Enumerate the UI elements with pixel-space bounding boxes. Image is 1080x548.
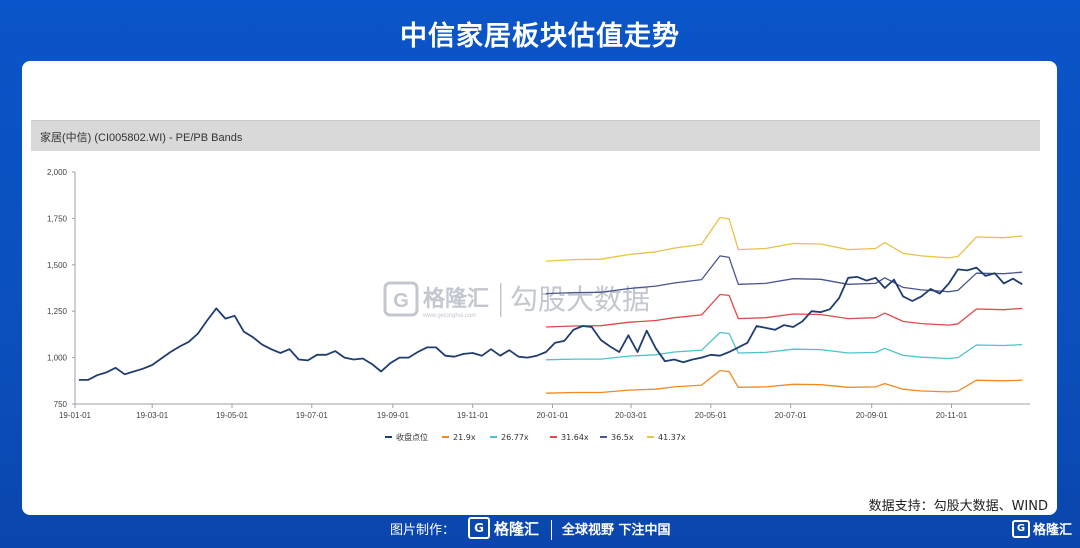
- x-tick-label: 19-11-01: [457, 411, 489, 420]
- y-tick-label: 1,500: [47, 261, 68, 270]
- corner-logo-icon: G: [1011, 519, 1030, 538]
- y-tick-label: 1,000: [47, 354, 68, 363]
- footer-slogan: 全球视野 下注中国: [562, 523, 671, 538]
- x-tick-label: 20-09-01: [856, 411, 889, 420]
- x-tick-label: 19-03-01: [136, 411, 169, 420]
- chart-header: 家居(中信) (CI005802.WI) - PE/PB Bands: [31, 120, 1040, 151]
- series-line-close: [78, 266, 1023, 381]
- watermark-logo-icon: [383, 281, 419, 317]
- x-tick-label: 19-01-01: [59, 411, 92, 420]
- series-line-31-64x: [545, 293, 1023, 328]
- legend-label: 21.9x: [453, 433, 476, 442]
- series-line-41-37x: [545, 216, 1023, 262]
- y-tick-label: 2,000: [47, 168, 68, 177]
- watermark: G 格隆汇 www.gelonghui.com 勾股大数据: [383, 281, 650, 319]
- y-tick-label: 1,750: [47, 214, 68, 223]
- x-tick-label: 19-09-01: [377, 411, 410, 420]
- legend-label: 41.37x: [658, 433, 686, 442]
- footer-divider: [551, 520, 552, 540]
- footer: 图片制作： G 格隆汇 全球视野 下注中国 G 格隆汇: [0, 516, 1080, 548]
- watermark-divider: [500, 283, 502, 317]
- x-tick-label: 19-07-01: [296, 411, 329, 420]
- y-tick-label: 750: [54, 400, 68, 409]
- corner-logo[interactable]: G 格隆汇: [1011, 519, 1072, 538]
- data-source-credit: 数据支持：勾股大数据、WIND: [868, 499, 1048, 514]
- x-tick-label: 20-07-01: [775, 411, 808, 420]
- y-tick-label: 1,250: [47, 307, 68, 316]
- series-line-26-77x: [545, 331, 1023, 361]
- x-tick-label: 20-11-01: [936, 411, 968, 420]
- footer-logo[interactable]: G 格隆汇: [468, 517, 539, 539]
- legend-label: 36.5x: [611, 433, 634, 442]
- corner-logo-text: 格隆汇: [1032, 523, 1072, 538]
- brand-logo-icon: G: [468, 517, 490, 539]
- watermark-url: www.gelonghui.com: [422, 313, 476, 319]
- watermark-logo-mark: G: [393, 290, 409, 312]
- watermark-brand: 格隆汇: [423, 286, 489, 312]
- footer-logo-text: 格隆汇: [494, 519, 540, 538]
- x-tick-label: 19-05-01: [216, 411, 249, 420]
- x-tick-label: 20-01-01: [536, 411, 569, 420]
- legend: 收盘点位 21.9x 26.77x 31.64x 36.5x 41.37x: [385, 432, 686, 442]
- legend-label: 31.64x: [561, 433, 589, 442]
- footer-made-by: 图片制作：: [390, 523, 456, 538]
- x-tick-label: 20-03-01: [615, 411, 648, 420]
- chart-title: 家居(中信) (CI005802.WI) - PE/PB Bands: [40, 132, 243, 144]
- page-title: 中信家居板块估值走势: [400, 21, 680, 52]
- axes: 750 1,000 1,250 1,500 1,750 2,000 19-01-01 19-0…: [47, 168, 1030, 420]
- series-line-21-9x: [545, 369, 1023, 394]
- legend-label: 收盘点位: [396, 432, 428, 442]
- x-tick-label: 20-05-01: [695, 411, 728, 420]
- series-layer: [78, 216, 1023, 394]
- series-line-36-5x: [545, 255, 1023, 295]
- legend-label: 26.77x: [501, 433, 529, 442]
